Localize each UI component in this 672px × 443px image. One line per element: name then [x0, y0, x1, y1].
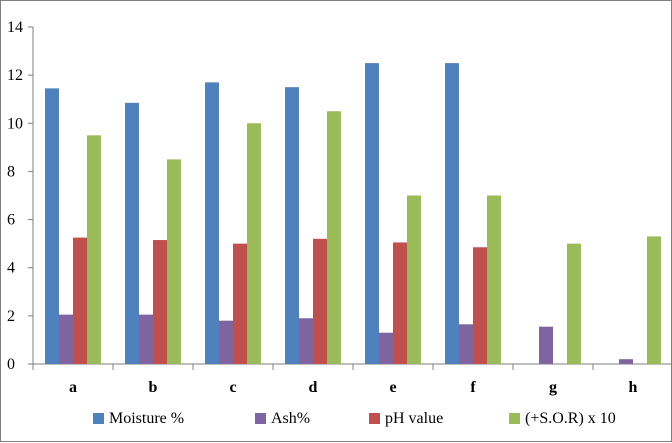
- bar: [473, 247, 487, 364]
- legend: Moisture % Ash% pH value (+S.O.R) x 10: [93, 410, 616, 427]
- bars: [45, 63, 661, 365]
- x-tick-label: d: [309, 379, 318, 396]
- bar: [167, 159, 181, 364]
- bar: [393, 242, 407, 364]
- bar: [313, 238, 327, 364]
- legend-swatch: [509, 413, 520, 424]
- bar: [407, 195, 421, 364]
- y-tick-label: 12: [7, 67, 23, 84]
- axis-labels: 0 2 4 6 8 10 12 14 a b c d e f g h: [7, 19, 638, 396]
- bar: [567, 243, 581, 364]
- bar: [365, 63, 379, 364]
- legend-label: Moisture %: [109, 410, 184, 427]
- bar: [299, 318, 313, 364]
- bar: [219, 320, 233, 364]
- bar: [139, 314, 153, 364]
- y-tick-label: 6: [7, 212, 15, 229]
- x-tick-label: e: [389, 379, 396, 396]
- x-tick-label: f: [470, 379, 476, 396]
- bar: [445, 63, 459, 364]
- bar: [487, 195, 501, 364]
- y-tick-label: 8: [7, 163, 15, 180]
- bar: [285, 87, 299, 364]
- y-tick-label: 4: [7, 260, 15, 277]
- bar: [619, 359, 633, 364]
- bar: [73, 237, 87, 364]
- y-tick-label: 10: [7, 115, 23, 132]
- bar: [327, 111, 341, 364]
- bar: [247, 123, 261, 365]
- legend-swatch: [369, 413, 380, 424]
- x-tick-label: b: [149, 379, 158, 396]
- bar: [87, 135, 101, 364]
- bar: [459, 324, 473, 364]
- legend-swatch: [255, 413, 266, 424]
- x-tick-label: g: [549, 379, 557, 396]
- bar: [379, 332, 393, 364]
- legend-label: pH value: [385, 410, 443, 427]
- bar: [59, 314, 73, 364]
- bar: [125, 102, 139, 364]
- bar: [205, 82, 219, 364]
- y-tick-label: 0: [7, 356, 15, 373]
- legend-label: (+S.O.R) x 10: [525, 410, 616, 427]
- legend-label: Ash%: [271, 410, 310, 427]
- x-tick-label: c: [229, 379, 236, 396]
- bar: [153, 240, 167, 364]
- bar: [45, 88, 59, 364]
- x-tick-label: a: [69, 379, 77, 396]
- bar: [647, 236, 661, 364]
- bar: [233, 243, 247, 364]
- bar: [539, 326, 553, 364]
- y-tick-label: 14: [7, 19, 23, 36]
- legend-swatch: [93, 413, 104, 424]
- y-tick-label: 2: [7, 308, 15, 325]
- x-tick-label: h: [629, 379, 638, 396]
